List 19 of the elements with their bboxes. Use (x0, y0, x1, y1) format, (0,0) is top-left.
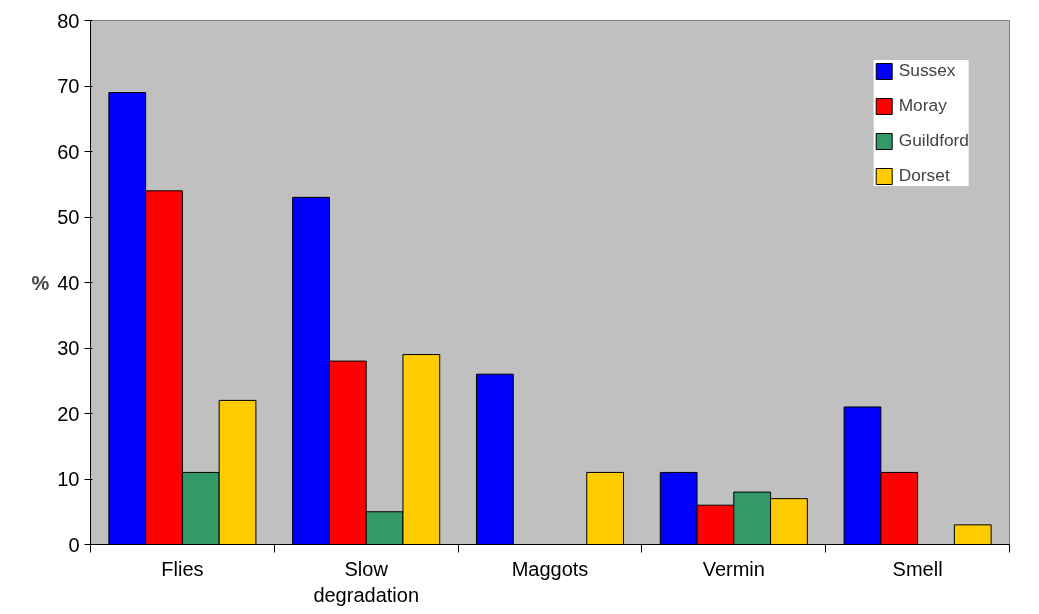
y-tick-label: 60 (57, 140, 80, 163)
legend-label: Dorset (898, 165, 950, 186)
y-tick-label: 20 (57, 402, 80, 425)
legend-label: Guildford (898, 130, 969, 151)
y-tick-label: 10 (57, 468, 80, 490)
y-tick-label: 80 (57, 9, 80, 32)
x-tick-label: Flies (161, 557, 204, 580)
x-tick-label: Maggots (511, 557, 589, 580)
y-tick-label: 50 (57, 206, 80, 228)
x-tick-label: Vermin (702, 557, 765, 580)
y-tick-label: 40 (57, 271, 80, 294)
legend-label: Sussex (898, 60, 956, 81)
x-tick-label: Smell (892, 557, 943, 580)
y-tick-label: 30 (57, 337, 80, 359)
y-tick-label: 0 (68, 533, 80, 556)
legend-label: Moray (898, 95, 947, 116)
y-axis-title: % (31, 271, 50, 294)
x-tick-label: Slow degradation (313, 557, 420, 606)
y-tick-label: 70 (57, 75, 80, 97)
